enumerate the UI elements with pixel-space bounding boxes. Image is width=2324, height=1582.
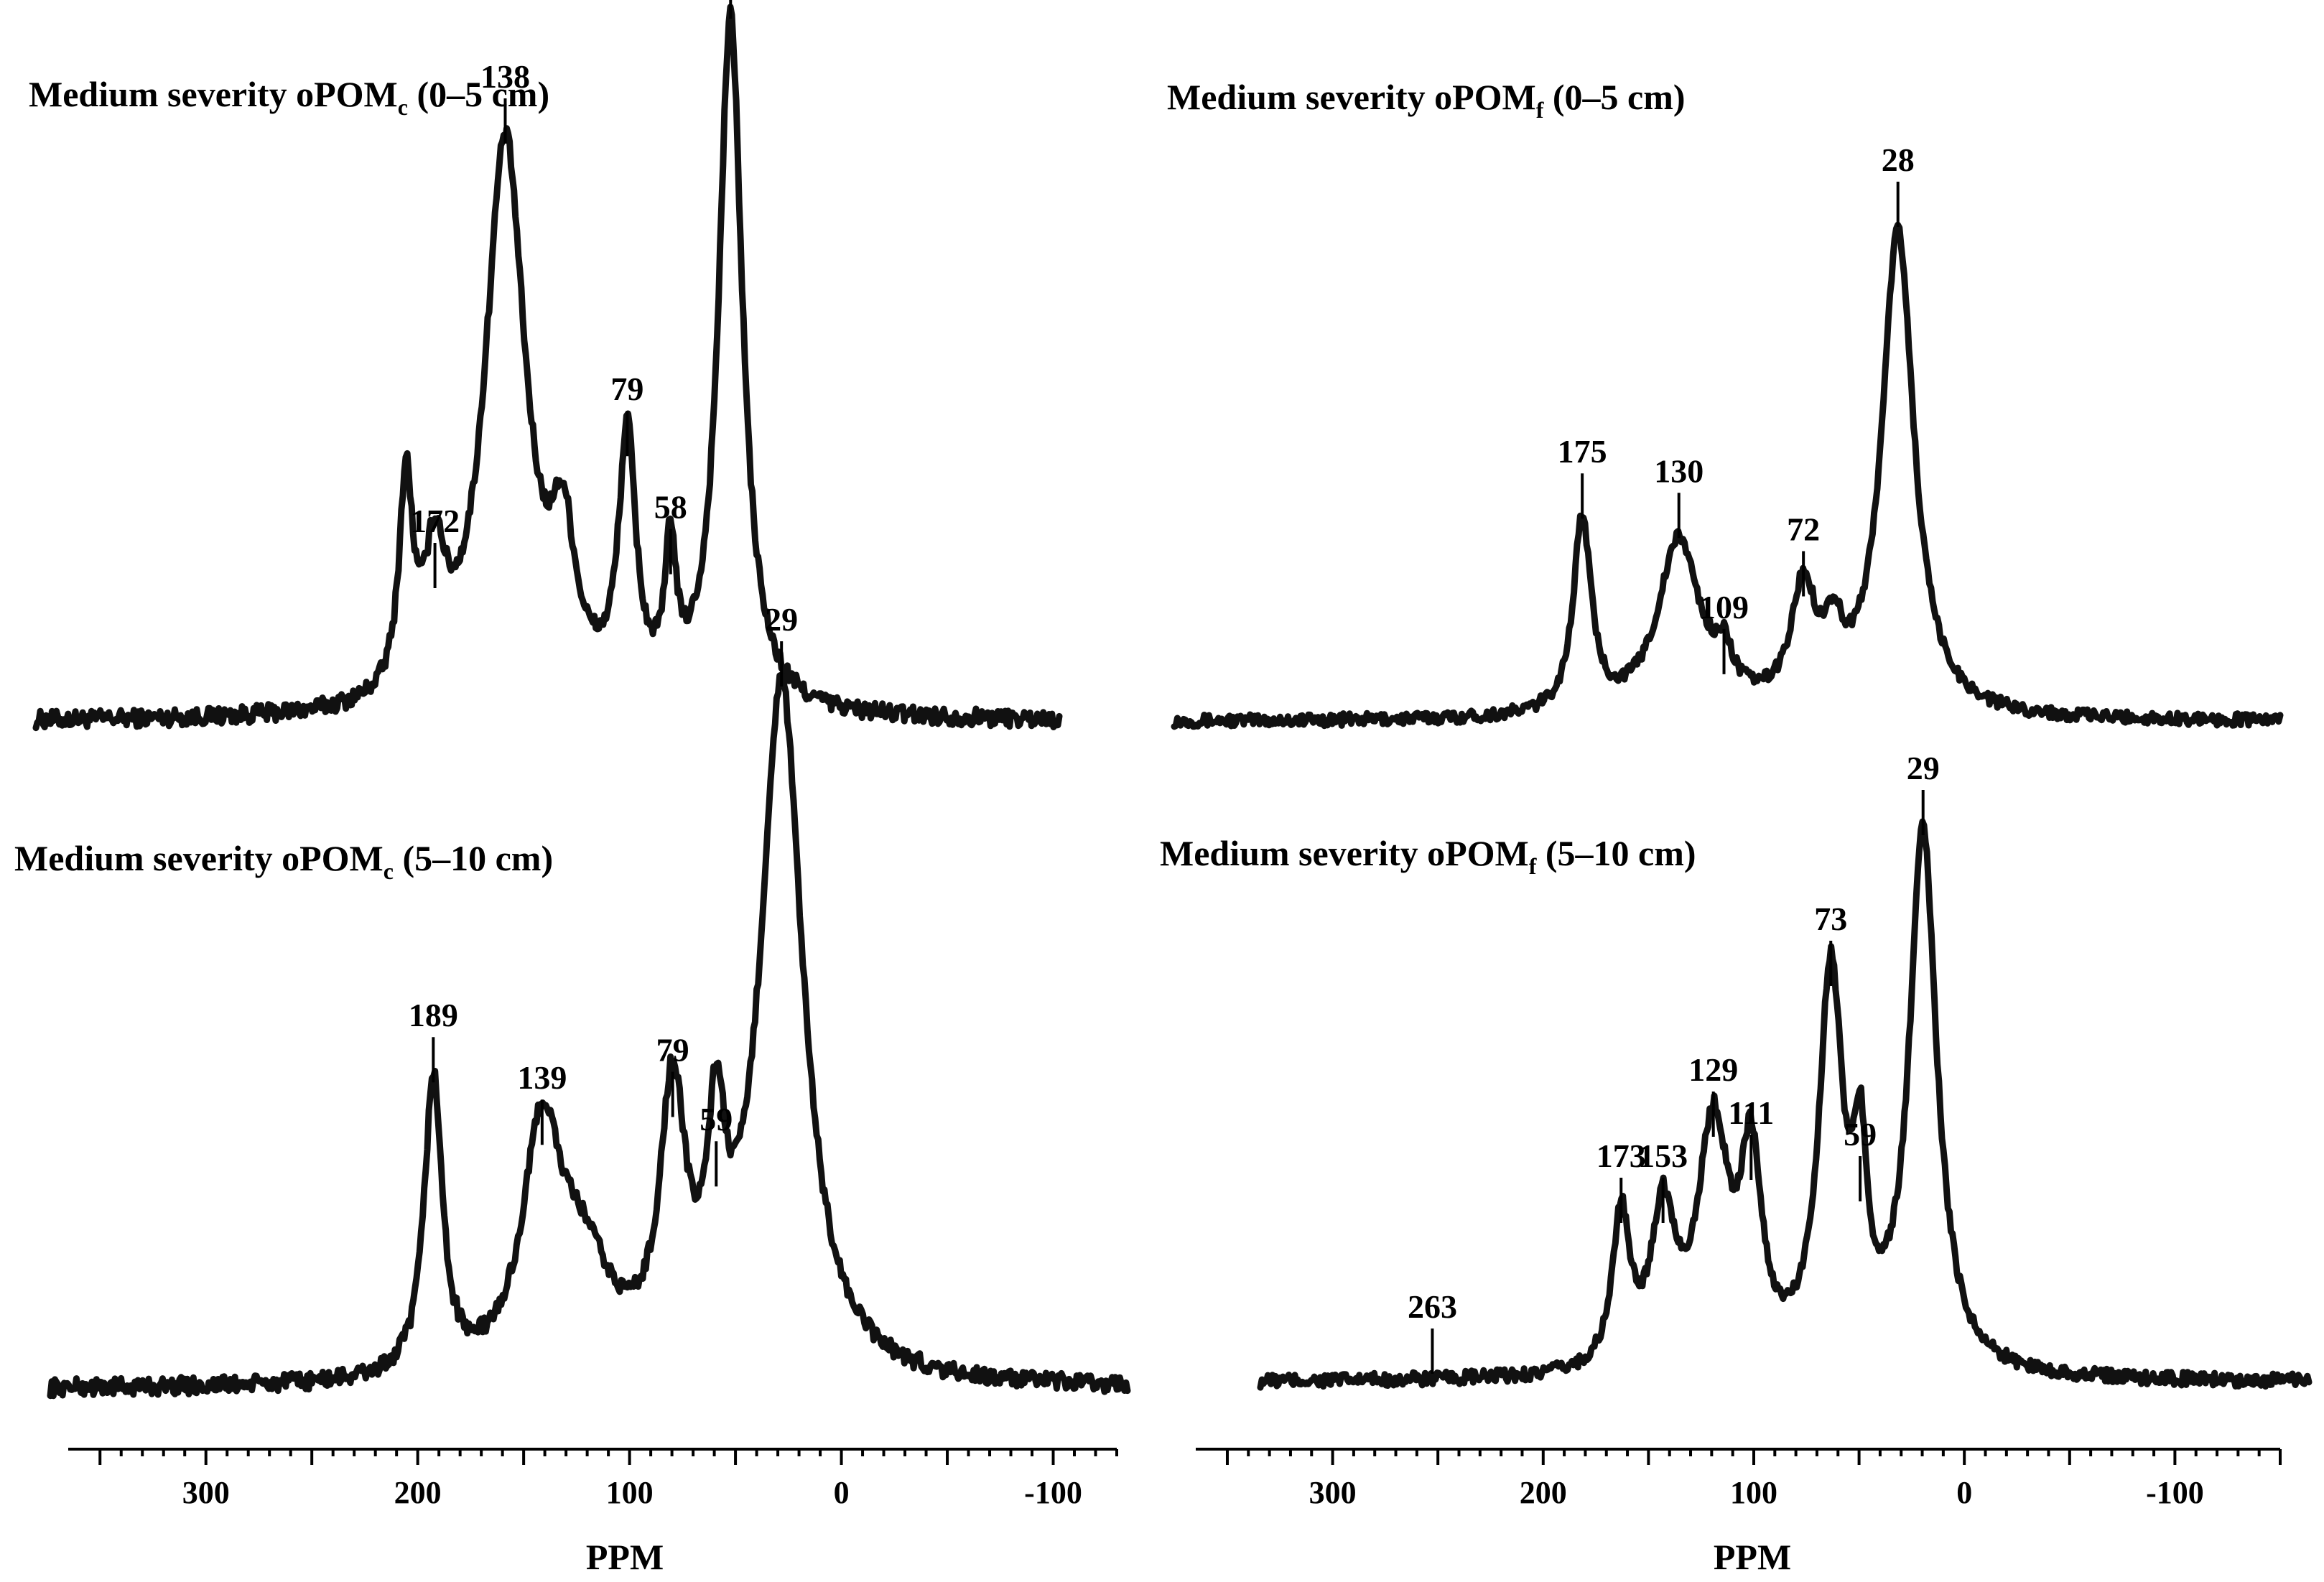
peak-labels: 28 175 130 109 72 — [1558, 141, 1915, 674]
peak-label: 175 — [1558, 433, 1607, 470]
x-axis-label: PPM — [586, 1537, 664, 1577]
peak-labels: 29 189 139 79 59 — [409, 601, 798, 1187]
peak-label: 263 — [1408, 1288, 1457, 1325]
panel-title: Medium severity oPOMf (5–10 cm) — [1160, 833, 1696, 879]
x-tick-label: 0 — [834, 1475, 850, 1510]
peak-label: 79 — [656, 1032, 689, 1069]
peak-label: 79 — [610, 371, 643, 407]
panel-title: Medium severity oPOMc (0–5 cm) — [29, 74, 549, 120]
x-tick-label: 0 — [1956, 1475, 1972, 1510]
panel-opomc-0-5: Medium severity oPOMc (0–5 cm) 29 138 79 58… — [29, 0, 1063, 732]
peak-label: 58 — [654, 489, 687, 526]
peak-labels: 291387958172 — [410, 0, 733, 588]
peak-label: 172 — [410, 503, 460, 539]
peak-label: 153 — [1638, 1137, 1688, 1174]
peak-label: 109 — [1699, 589, 1749, 625]
peak-label: 111 — [1728, 1094, 1774, 1131]
x-tick-label: 300 — [182, 1475, 230, 1510]
panel-title: Medium severity oPOMc (5–10 cm) — [14, 838, 553, 884]
peak-label: 72 — [1787, 511, 1820, 548]
peak-label: 130 — [1654, 452, 1704, 489]
x-axis: 300 200 100 0 -100 — [68, 1448, 1118, 1510]
panel-title: Medium severity oPOMf (0–5 cm) — [1167, 77, 1686, 123]
spectrum-trace — [32, 4, 1063, 732]
x-tick-label: 300 — [1309, 1475, 1357, 1510]
x-tick-label: 200 — [1520, 1475, 1567, 1510]
x-tick-label: 100 — [606, 1475, 654, 1510]
peak-label: 29 — [1907, 750, 1940, 786]
peak-label: 29 — [765, 601, 798, 638]
x-tick-label: -100 — [2146, 1475, 2204, 1510]
x-axis-label: PPM — [1714, 1537, 1791, 1577]
x-tick-label: 100 — [1730, 1475, 1777, 1510]
peak-label: 28 — [1882, 141, 1915, 178]
spectrum-trace — [1257, 818, 2313, 1391]
peak-label: 189 — [409, 997, 458, 1033]
peak-label: 129 — [1688, 1051, 1738, 1088]
peak-label: 59 — [699, 1101, 733, 1137]
x-axis: 300 200 100 0 -100 — [1196, 1448, 2282, 1510]
peak-label: 173 — [1596, 1137, 1646, 1174]
peak-label: 59 — [1844, 1116, 1877, 1153]
spectrum-trace — [47, 671, 1131, 1400]
panel-opomf-0-5: Medium severity oPOMf (0–5 cm) 28 175 130 1… — [1167, 77, 2284, 730]
peak-label: 138 — [480, 58, 530, 95]
x-tick-label: -100 — [1024, 1475, 1082, 1510]
peak-label: 139 — [517, 1059, 567, 1096]
panel-opomc-5-10: Medium severity oPOMc (5–10 cm) 29 189 139… — [14, 601, 1131, 1577]
peak-label: 73 — [1814, 901, 1847, 937]
panel-opomf-5-10: Medium severity oPOMf (5–10 cm) 29 73 129 1… — [1160, 750, 2313, 1577]
spectrum-trace — [1171, 221, 2284, 730]
x-tick-label: 200 — [394, 1475, 442, 1510]
